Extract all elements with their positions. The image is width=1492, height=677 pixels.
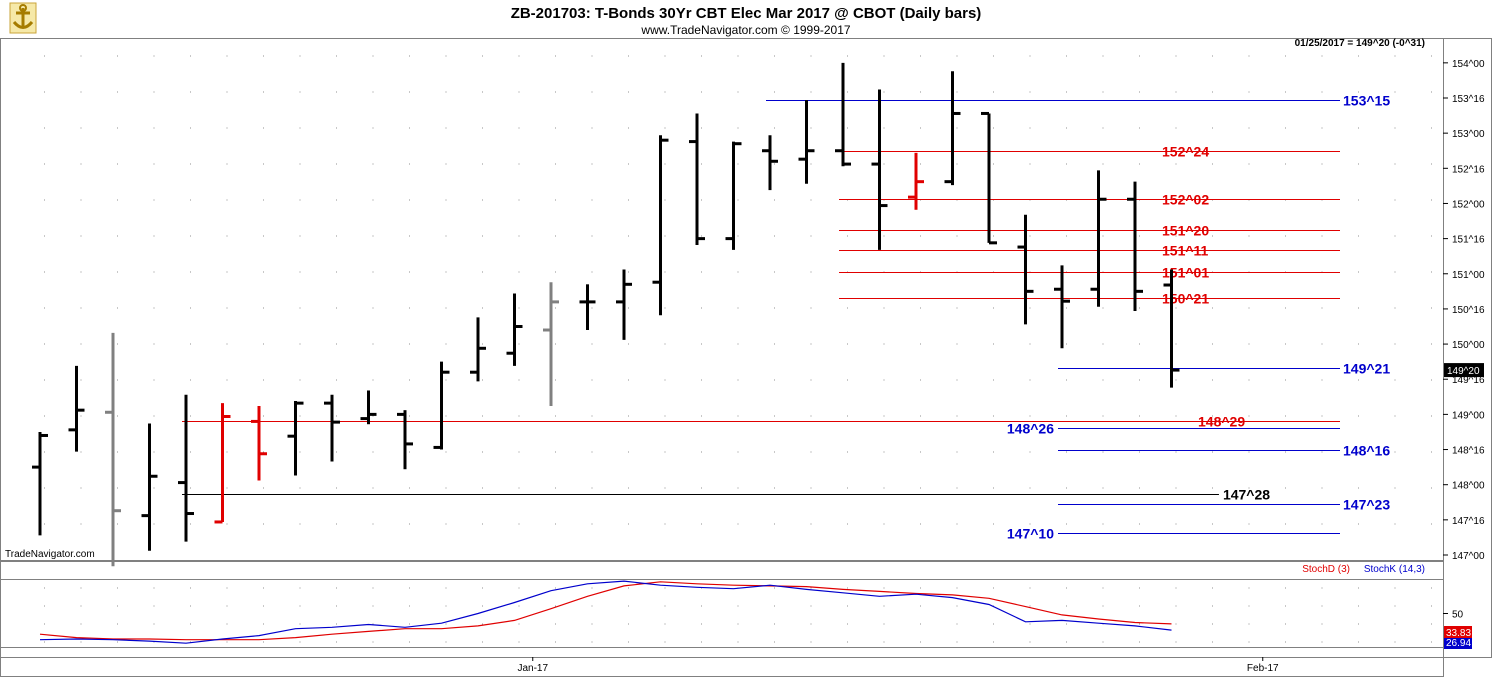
ohlc-bar-11 [433, 361, 450, 450]
ohlc-bar-2 [105, 332, 121, 567]
ohlc-bar-25 [944, 71, 961, 186]
ohlc-bar-19 [725, 141, 742, 250]
ohlc-bar-6 [251, 405, 267, 481]
level-label-6: 150^21 [1162, 291, 1209, 307]
chart-title: ZB-201703: T-Bonds 30Yr CBT Elec Mar 201… [511, 5, 982, 22]
level-label-3: 151^20 [1162, 223, 1209, 239]
anchor-logo [9, 2, 37, 34]
ohlc-bar-22 [835, 62, 851, 167]
y-tick-label-8: 150^00 [1452, 340, 1485, 351]
level-label-0: 153^15 [1343, 93, 1390, 109]
last-price-marker [1444, 363, 1484, 378]
ohlc-bar-4 [178, 394, 194, 542]
level-label-4: 151^11 [1162, 243, 1209, 259]
y-tick-label-7: 150^16 [1452, 305, 1485, 316]
y-tick-label-3: 152^16 [1452, 164, 1485, 175]
legend-stochk: StochK (14,3) [1364, 564, 1425, 575]
ohlc-bar-13 [506, 293, 523, 366]
copyright-text: www.TradeNavigator.com © 1999-2017 [640, 23, 850, 37]
ohlc-bar-7 [287, 401, 304, 476]
legend-stochd: StochD (3) [1302, 564, 1350, 575]
ohlc-bar-16 [616, 269, 632, 340]
stoch-series-1 [39, 580, 1172, 644]
level-label-10: 148^16 [1343, 443, 1390, 459]
time-axis [0, 657, 1444, 677]
y-tick-label-1: 153^16 [1452, 94, 1485, 105]
stochk-last-marker [1444, 638, 1472, 649]
ohlc-bar-30 [1127, 181, 1143, 312]
ohlc-bar-28 [1054, 265, 1070, 349]
ohlc-bar-15 [579, 284, 596, 331]
level-label-1: 152^24 [1162, 144, 1209, 160]
y-tick-label-11: 148^16 [1452, 446, 1485, 457]
y-tick-label-12: 148^00 [1452, 481, 1485, 492]
x-tick-label-0: Jan-17 [517, 663, 548, 674]
level-label-9: 148^26 [1007, 421, 1054, 437]
stochd-last-label: 33.83 [1446, 628, 1471, 639]
ohlc-bar-3 [141, 423, 158, 551]
y-tick-label-6: 151^00 [1452, 270, 1485, 281]
stochk-last-label: 26.94 [1446, 638, 1471, 649]
stochastic-lines [39, 580, 1172, 644]
ohlc-bar-29 [1090, 170, 1107, 307]
level-label-11: 147^28 [1223, 487, 1270, 503]
level-label-5: 151^01 [1162, 265, 1209, 281]
last-price-label: 149^20 [1447, 366, 1480, 377]
ohlc-bar-17 [652, 135, 669, 316]
y-tick-label-9: 149^16 [1452, 375, 1485, 386]
ohlc-bar-21 [798, 100, 815, 184]
price-readout: 01/25/2017 = 149^20 (-0^31) [1295, 38, 1425, 49]
y-tick-label-13: 147^16 [1452, 516, 1485, 527]
stoch-series-0 [39, 581, 1172, 641]
level-lines: 153^15 152^24 152^02 151^20 151^11 151^01 150^… [182, 93, 1390, 542]
ohlc-bar-8 [324, 394, 340, 462]
level-label-12: 147^23 [1343, 497, 1390, 513]
level-label-2: 152^02 [1162, 192, 1209, 208]
stoch-tick-label-0: 50 [1452, 610, 1464, 621]
level-label-8: 148^29 [1198, 414, 1245, 430]
y-tick-label-4: 152^00 [1452, 199, 1485, 210]
stochd-last-marker [1444, 626, 1472, 639]
stochastic-panel[interactable] [0, 561, 1444, 658]
ohlc-bar-26 [981, 111, 997, 245]
ohlc-bar-20 [762, 135, 778, 191]
y-tick-label-14: 147^00 [1452, 551, 1485, 562]
ohlc-bar-24 [908, 152, 924, 210]
level-label-7: 149^21 [1343, 361, 1390, 377]
x-tick-label-1: Feb-17 [1247, 663, 1279, 674]
ohlc-bar-0 [32, 431, 48, 536]
ohlc-bar-14 [543, 282, 559, 406]
y-tick-label-10: 149^00 [1452, 410, 1485, 421]
y-tick-label-5: 151^16 [1452, 235, 1485, 246]
watermark: TradeNavigator.com [5, 549, 95, 560]
ohlc-bar-27 [1017, 214, 1034, 325]
ohlc-bar-31 [1163, 269, 1180, 388]
y-tick-label-0: 154^00 [1452, 59, 1485, 70]
price-panel[interactable] [0, 38, 1444, 561]
y-tick-label-2: 153^00 [1452, 129, 1485, 140]
ohlc-bar-9 [360, 390, 377, 425]
ohlc-bar-10 [397, 410, 413, 470]
price-axis [1443, 38, 1492, 658]
y-axis-ticks: 154^00 153^16 153^00 152^16 152^00 151^16 151^… [1443, 59, 1485, 621]
ohlc-bar-1 [68, 365, 85, 452]
ohlc-bar-18 [689, 113, 705, 245]
ohlc-bars [32, 62, 1180, 567]
x-axis-ticks: Jan-17 Feb-17 [517, 657, 1279, 674]
ohlc-bar-12 [470, 317, 486, 382]
level-label-13: 147^10 [1007, 526, 1054, 542]
ohlc-bar-23 [871, 89, 888, 250]
ohlc-bar-5 [214, 403, 231, 524]
